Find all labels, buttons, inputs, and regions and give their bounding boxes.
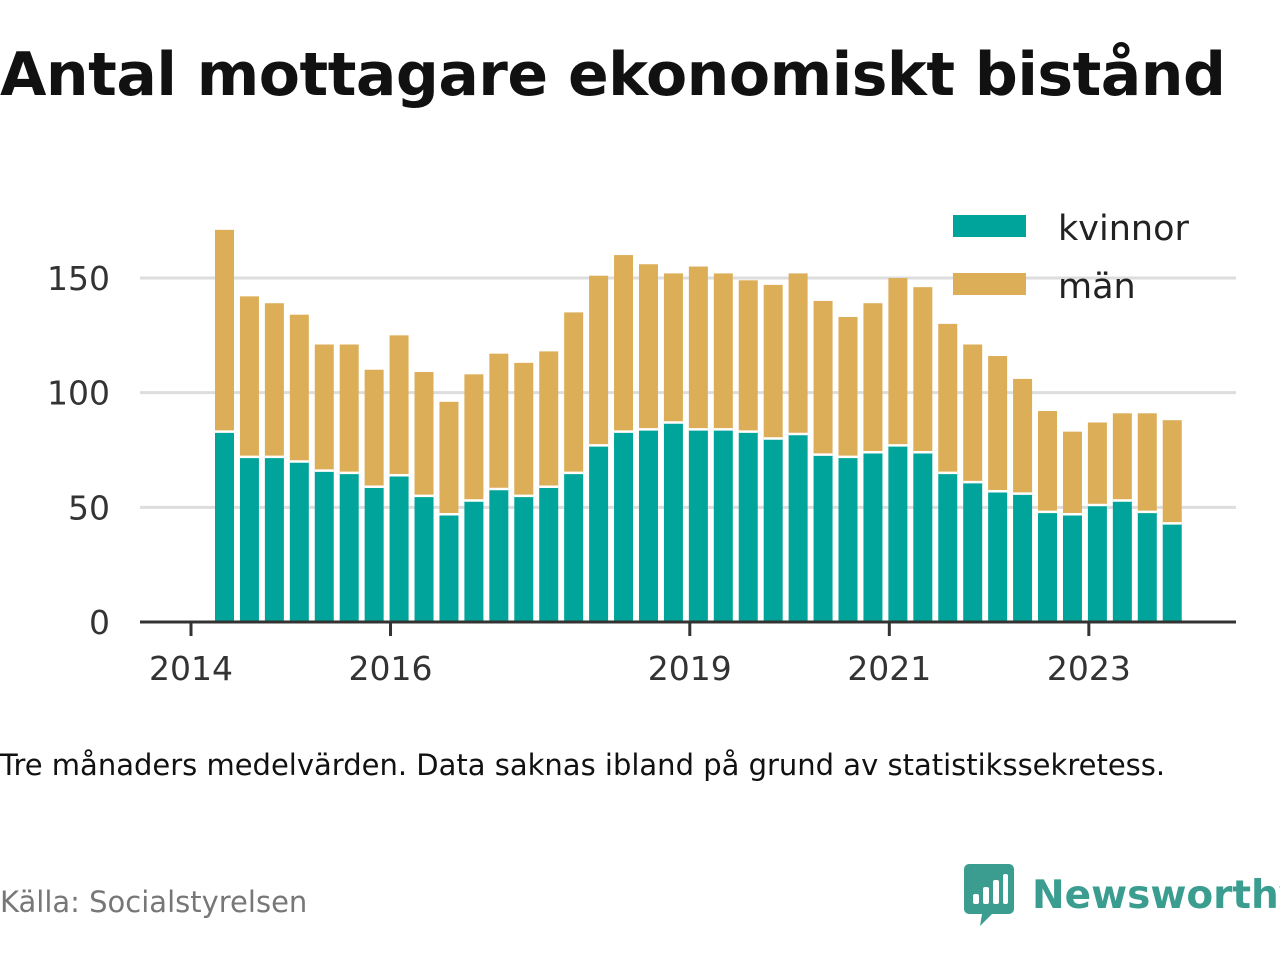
bar-man-24 [813,300,833,455]
bar-man-27 [888,278,908,446]
bar-kvinnor-11 [489,488,509,622]
bar-man-32 [1013,378,1033,494]
bar-kvinnor-37 [1137,511,1157,622]
bar-kvinnor-34 [1062,514,1082,622]
bar-kvinnor-16 [614,431,634,622]
bar-kvinnor-38 [1162,523,1182,622]
legend-swatch-0 [953,215,1026,237]
y-tick-label-50: 50 [68,488,110,527]
bar-man-17 [638,264,658,430]
bar-man-20 [713,273,733,430]
bar-man-38 [1162,420,1182,524]
bar-man-14 [564,312,584,473]
newsworthy-logo-icon [964,864,1014,926]
bar-kvinnor-1 [239,456,259,622]
bar-man-9 [439,401,459,515]
bar-man-31 [988,355,1008,492]
bar-kvinnor-27 [888,445,908,622]
bar-kvinnor-7 [389,475,409,622]
bar-kvinnor-3 [289,461,309,622]
bar-kvinnor-17 [638,429,658,622]
bar-man-22 [763,284,783,439]
bar-man-4 [314,344,334,471]
chart-note: Tre månaders medelvärden. Data saknas ib… [0,748,1166,782]
bar-man-30 [963,344,983,483]
bar-kvinnor-13 [539,486,559,622]
bar-man-23 [788,273,808,434]
x-tick-label-2019: 2019 [648,649,732,688]
bar-kvinnor-26 [863,452,883,622]
stacked-bar-chart: 0 50 100 150 2014 2016 2019 2021 2023 kvinnor män [47,209,1236,688]
bar-man-36 [1112,413,1132,501]
bar-kvinnor-10 [464,500,484,622]
bar-man-28 [913,287,933,453]
bar-man-11 [489,353,509,489]
bar-kvinnor-5 [339,472,359,622]
bar-kvinnor-6 [364,486,384,622]
bar-man-16 [614,255,634,432]
bar-man-1 [239,296,259,457]
bar-man-13 [539,351,559,487]
bar-kvinnor-19 [688,429,708,622]
bar-kvinnor-14 [564,472,584,622]
bar-kvinnor-15 [589,445,609,622]
bar-kvinnor-18 [663,422,683,622]
bar-man-2 [264,303,284,457]
bar-man-10 [464,374,484,501]
brand-name: Newsworthy [1032,872,1280,918]
bar-man-3 [289,314,309,462]
newsworthy-brand[interactable]: Newsworthy [964,864,1280,926]
bar-kvinnor-36 [1112,500,1132,622]
bar-kvinnor-21 [738,431,758,622]
bar-kvinnor-22 [763,438,783,622]
bar-kvinnor-30 [963,482,983,622]
bar-man-18 [663,273,683,423]
bar-kvinnor-8 [414,495,434,622]
bar-man-12 [514,362,534,496]
bar-kvinnor-12 [514,495,534,622]
y-tick-label-150: 150 [47,259,110,298]
x-tick-label-2021: 2021 [847,649,931,688]
bar-kvinnor-0 [215,431,234,622]
bar-man-33 [1038,411,1058,512]
bar-kvinnor-20 [713,429,733,622]
bar-man-8 [414,372,434,496]
bar-kvinnor-2 [264,456,284,622]
bar-kvinnor-32 [1013,493,1033,622]
page-title: Antal mottagare ekonomiskt bistånd [0,40,1226,110]
bar-kvinnor-9 [439,514,459,622]
source-credit: Källa: Socialstyrelsen [0,885,308,919]
legend-swatch-1 [953,273,1026,295]
bar-man-15 [589,275,609,446]
bar-man-37 [1137,413,1157,512]
bar-man-25 [838,316,858,457]
bar-kvinnor-29 [938,472,958,622]
bar-man-7 [389,335,409,476]
bar-kvinnor-35 [1087,505,1107,622]
bar-man-35 [1087,422,1107,506]
x-tick-label-2014: 2014 [149,649,233,688]
bar-man-5 [339,344,359,473]
legend-label-0: kvinnor [1058,209,1189,249]
bar-kvinnor-4 [314,470,334,622]
y-tick-label-0: 0 [89,603,110,642]
bar-kvinnor-28 [913,452,933,622]
bar-man-19 [688,266,708,430]
x-tick-label-2023: 2023 [1047,649,1131,688]
bar-kvinnor-33 [1038,511,1058,622]
legend-label-1: män [1058,267,1136,307]
bar-man-26 [863,303,883,453]
bar-man-29 [938,323,958,473]
bar-man-0 [215,229,234,432]
bar-kvinnor-23 [788,433,808,622]
y-tick-label-100: 100 [47,374,110,413]
bar-man-21 [738,280,758,432]
bar-kvinnor-25 [838,456,858,622]
x-tick-label-2016: 2016 [349,649,433,688]
bar-kvinnor-31 [988,491,1008,622]
bar-man-6 [364,369,384,487]
bar-kvinnor-24 [813,454,833,622]
bar-man-34 [1062,431,1082,515]
